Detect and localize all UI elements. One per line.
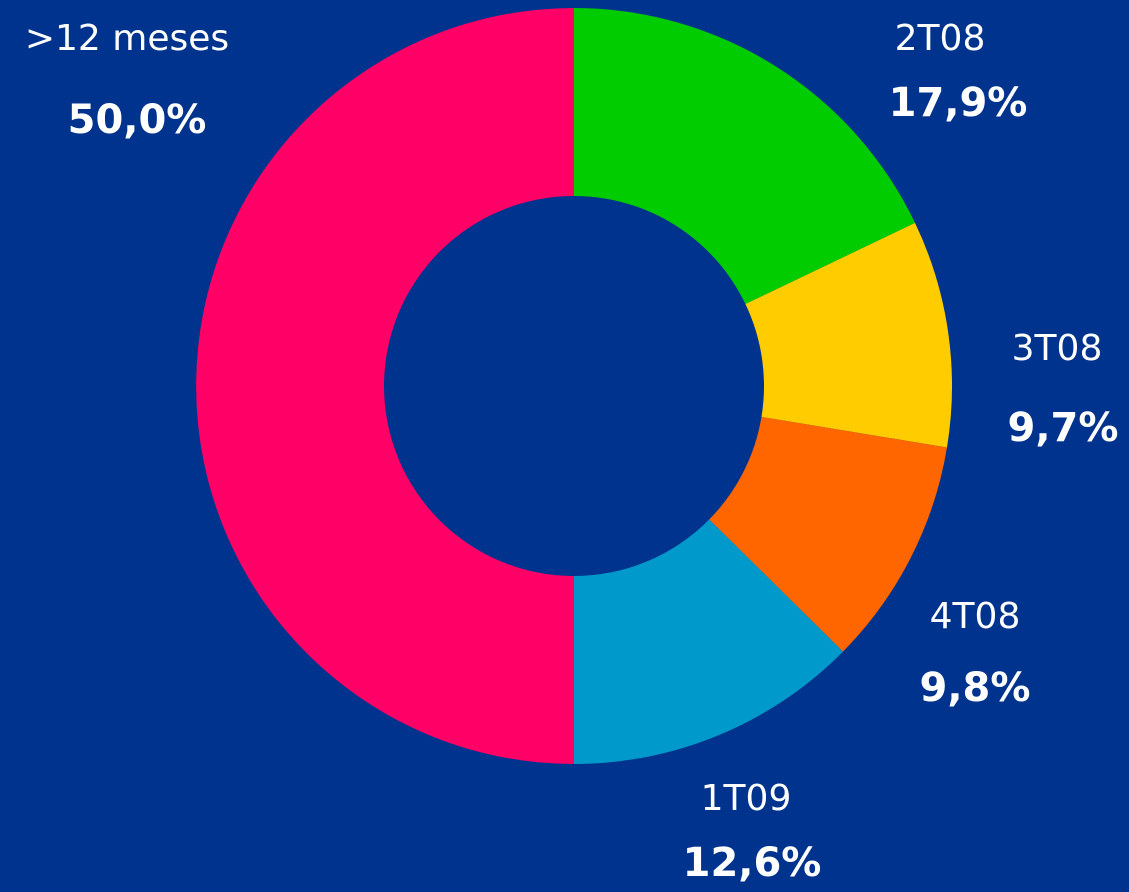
donut-segment [574, 8, 916, 305]
donut-segment [745, 222, 952, 448]
segment-value: 9,8% [920, 665, 1031, 711]
segment-value: 9,7% [1008, 405, 1119, 451]
segment-name: 2T08 [895, 18, 986, 59]
segment-value: 12,6% [683, 840, 822, 886]
segment-value: 50,0% [68, 97, 207, 143]
segment-name: 3T08 [1012, 328, 1103, 369]
donut-segment [196, 8, 574, 764]
segment-name: 1T09 [701, 778, 792, 819]
segment-name: 4T08 [930, 596, 1021, 637]
segment-value: 17,9% [889, 80, 1028, 126]
donut-segment [709, 416, 947, 652]
donut-segment [574, 519, 843, 764]
segment-name: >12 meses [25, 18, 229, 59]
